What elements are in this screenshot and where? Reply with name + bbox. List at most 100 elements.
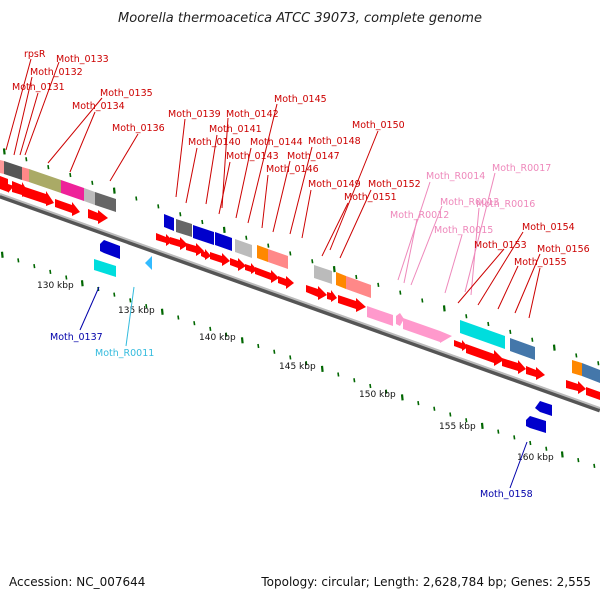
position-tick — [487, 321, 490, 327]
gene-label: Moth_0152 — [368, 179, 421, 190]
position-tick — [135, 196, 138, 201]
position-tick — [597, 361, 600, 366]
forward-strand-genes — [0, 176, 600, 400]
position-tick — [509, 329, 512, 335]
position-tick — [17, 258, 20, 263]
gene-label: Moth_R0016 — [476, 199, 535, 210]
gene-arrow — [88, 209, 108, 224]
position-tick — [2, 148, 6, 155]
feature-box — [84, 188, 95, 205]
gene-label: Moth_0132 — [30, 67, 83, 78]
feature-box — [164, 214, 174, 231]
position-tick — [593, 463, 596, 468]
position-tick — [305, 361, 308, 366]
gene-arrow — [156, 233, 173, 246]
position-tick — [442, 305, 446, 312]
gene-arrow — [255, 267, 279, 283]
feature-box — [314, 265, 332, 284]
position-tick — [513, 435, 516, 440]
gene-label: Moth_0136 — [112, 123, 165, 134]
genome-backbone — [0, 193, 600, 413]
gene-arrow-moth-0158 — [535, 401, 552, 416]
gene-label: Moth_0147 — [287, 151, 340, 162]
position-tick — [0, 251, 4, 258]
gene-arrow — [245, 263, 257, 274]
kbp-label: 140 kbp — [199, 333, 236, 343]
position-tick — [33, 264, 36, 269]
gene-arrow — [201, 249, 211, 260]
position-tick — [25, 157, 28, 162]
position-ticks — [0, 148, 600, 468]
gene-label: Moth_0142 — [226, 109, 279, 120]
gene-label: Moth_0137 — [50, 332, 103, 343]
gene-arrow — [306, 285, 327, 300]
position-tick — [91, 180, 94, 185]
accession-text: Accession: NC_007644 — [9, 575, 145, 589]
gene-arrow — [22, 186, 54, 206]
feature-box — [268, 249, 288, 269]
feature-track-upper — [0, 160, 600, 383]
feature-box — [4, 161, 22, 180]
gene-label: Moth_0143 — [226, 151, 279, 162]
label-leader-lines — [5, 58, 541, 489]
position-tick — [369, 383, 372, 389]
gene-arrow-moth-0137 — [100, 240, 120, 259]
gene-label: Moth_R0012 — [390, 210, 449, 221]
gene-label: Moth_0151 — [344, 192, 397, 203]
position-tick — [575, 353, 578, 358]
position-tick — [267, 243, 270, 248]
position-tick — [355, 274, 358, 280]
feature-box — [29, 169, 61, 193]
position-tick — [113, 292, 116, 297]
gene-label: Moth_0149 — [308, 179, 361, 190]
position-tick — [80, 280, 84, 287]
position-tick — [311, 259, 314, 264]
gene-label: Moth_0134 — [72, 101, 125, 112]
kbp-label: 160 kbp — [517, 453, 554, 463]
gene-arrow — [170, 237, 188, 250]
position-tick — [449, 412, 452, 417]
gene-arrow — [0, 176, 14, 193]
position-tick — [337, 372, 340, 377]
position-tick — [433, 406, 436, 411]
gene-label: Moth_R0014 — [426, 171, 485, 182]
feature-box — [257, 245, 268, 262]
gene-label: Moth_0156 — [537, 244, 590, 255]
position-tick — [179, 212, 182, 217]
feature-box — [22, 167, 29, 182]
kbp-label: 135 kbp — [118, 306, 155, 316]
gene-label: Moth_R0011 — [95, 348, 154, 359]
gene-arrow — [526, 366, 545, 380]
rna-feature — [440, 331, 452, 343]
position-tick — [65, 275, 68, 280]
gene-label: Moth_0155 — [514, 257, 567, 268]
position-tick — [400, 394, 404, 401]
gene-label: Moth_0140 — [188, 137, 241, 148]
position-tick — [465, 314, 468, 319]
gene-box-moth-r0011 — [94, 259, 116, 277]
kbp-label: 145 kbp — [279, 362, 316, 372]
position-tick — [465, 418, 468, 423]
position-tick — [47, 165, 50, 170]
gene-arrow — [55, 199, 80, 216]
gene-label: Moth_0153 — [474, 240, 527, 251]
position-tick — [225, 332, 228, 337]
gene-label: Moth_0148 — [308, 136, 361, 147]
feature-box — [95, 192, 116, 212]
gene-label: Moth_0131 — [12, 82, 65, 93]
genome-summary-text: Topology: circular; Length: 2,628,784 bp… — [260, 575, 591, 589]
gene-arrow — [466, 344, 504, 366]
position-tick — [177, 315, 180, 320]
position-tick — [193, 321, 196, 326]
rna-feature — [396, 313, 404, 326]
position-tick — [320, 365, 324, 372]
position-tick — [289, 251, 292, 256]
rna-marker — [145, 256, 152, 270]
gene-label: Moth_0135 — [100, 88, 153, 99]
gene-arrow — [230, 258, 246, 271]
position-tick — [332, 266, 336, 273]
gene-label: Moth_0154 — [522, 222, 575, 233]
gene-arrow — [566, 380, 586, 394]
gene-arrow — [210, 252, 230, 266]
feature-box — [346, 276, 371, 298]
